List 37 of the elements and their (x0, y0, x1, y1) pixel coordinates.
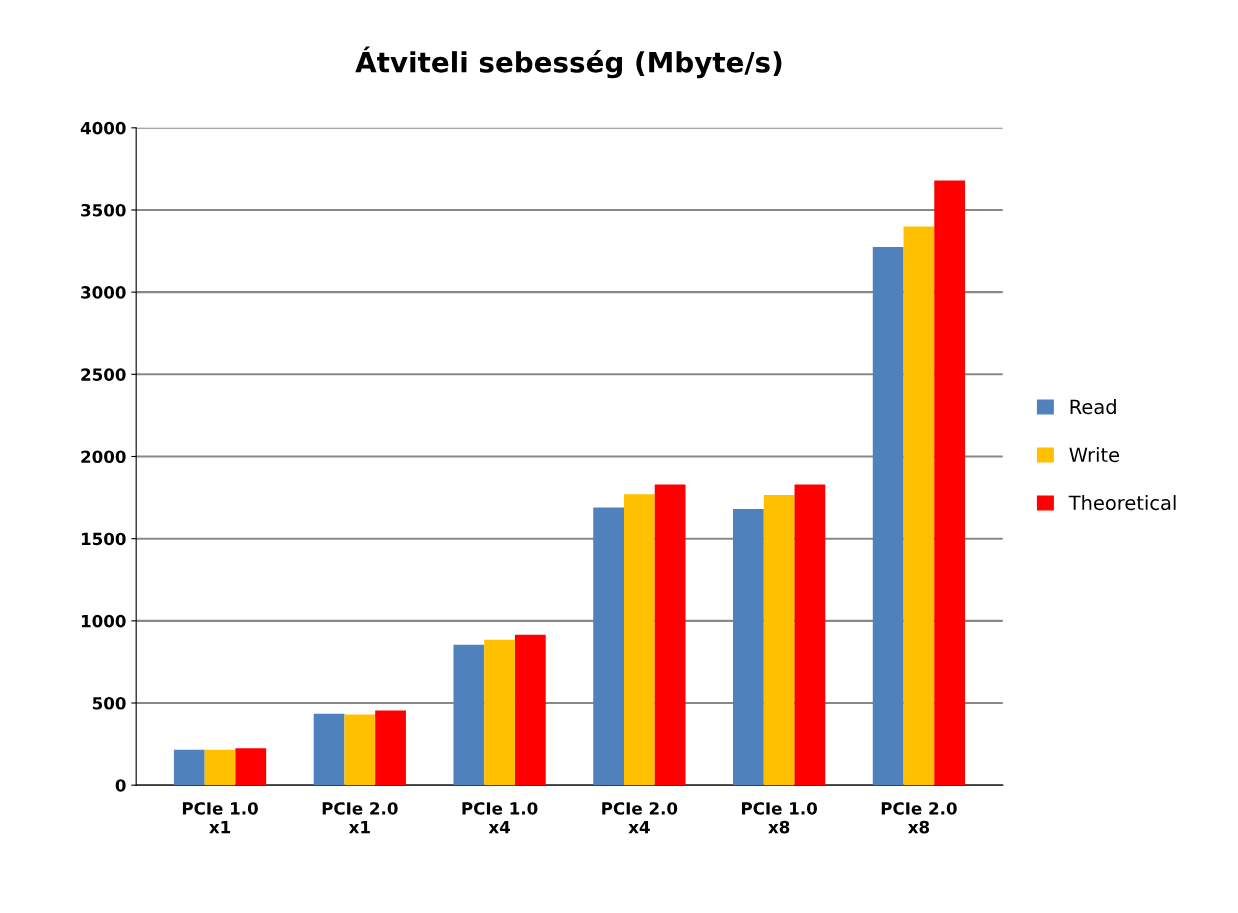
bar (872, 246, 904, 786)
y-tick-label: 1500 (81, 532, 126, 546)
bar (903, 226, 935, 786)
y-tick-label: 0 (115, 779, 126, 792)
bar (173, 749, 205, 786)
bar (453, 644, 485, 786)
y-tick-label: 500 (92, 696, 126, 710)
chart-title: Átviteli sebesség (Mbyte/s) (355, 46, 782, 79)
legend-label: Write (1069, 447, 1120, 463)
bar (593, 507, 624, 786)
bar (235, 748, 267, 786)
bar (794, 484, 826, 786)
bar (344, 714, 376, 786)
y-tick-label: 1000 (81, 614, 126, 628)
y-tick-label: 4000 (80, 121, 126, 135)
bar (934, 180, 966, 786)
y-tick-label: 3500 (81, 203, 126, 217)
bar (204, 749, 236, 786)
bar (733, 509, 764, 786)
x-tick-label: PCIe 2.0 x4 (602, 802, 678, 834)
y-tick-label: 3000 (81, 286, 126, 299)
x-tick-label: PCIe 1.0 x8 (742, 802, 817, 834)
bar (623, 494, 655, 786)
bar (514, 634, 546, 786)
x-tick-label: PCIe 1.0 x4 (462, 802, 538, 834)
bar (313, 713, 345, 786)
x-tick-label: PCIe 2.0 x1 (322, 802, 398, 834)
bar (763, 495, 795, 786)
y-tick-label: 2000 (81, 450, 126, 464)
bar (375, 710, 406, 786)
legend-label: Theoretical (1068, 495, 1176, 511)
x-tick-label: PCIe 2.0 x8 (881, 802, 957, 834)
x-tick-label: PCIe 1.0 x1 (182, 802, 258, 834)
legend-label: Read (1070, 399, 1116, 415)
bar (654, 484, 686, 786)
y-tick-label: 2500 (81, 368, 126, 381)
bar (484, 639, 515, 786)
